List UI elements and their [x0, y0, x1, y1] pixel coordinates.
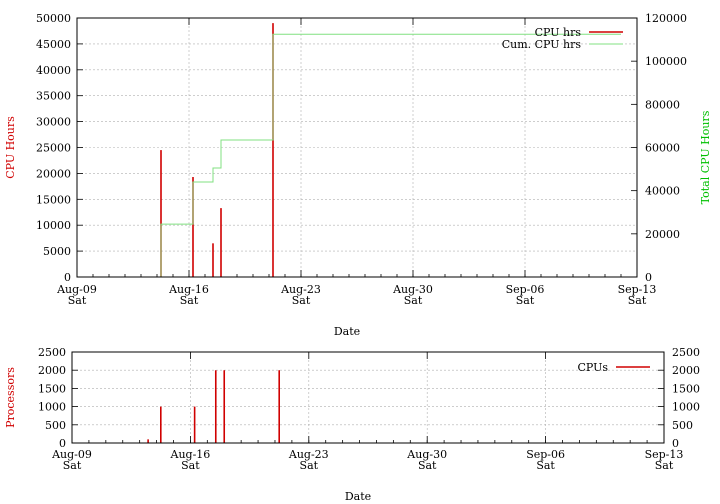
y-tick-label: 0 [64, 271, 71, 284]
x-tick-label: Aug-23 [288, 448, 329, 461]
y-tick-label: 2500 [38, 346, 66, 359]
y2-axis-label: Total CPU Hours [699, 110, 712, 204]
x-tick-day-label: Sat [628, 294, 647, 307]
y2-tick-label: 2000 [672, 364, 700, 377]
y-tick-label: 30000 [36, 116, 71, 129]
y2-tick-label: 120000 [645, 12, 687, 25]
x-tick-label: Aug-16 [170, 448, 211, 461]
y2-tick-label: 2500 [672, 346, 700, 359]
y2-tick-label: 0 [645, 271, 652, 284]
series-1-steps [160, 33, 621, 277]
legend-label-0: CPUs [577, 361, 608, 374]
y2-tick-label: 1000 [672, 401, 700, 414]
x-tick-day-label: Sat [536, 459, 555, 472]
y-tick-label: 20000 [36, 167, 71, 180]
y-tick-label: 15000 [36, 193, 71, 206]
y-tick-label: 10000 [36, 219, 71, 232]
y-axis-label: CPU Hours [4, 116, 17, 179]
x-tick-label: Aug-30 [392, 283, 433, 296]
x-tick-label: Sep-13 [618, 283, 657, 296]
x-tick-label: Sep-06 [526, 448, 565, 461]
y-tick-label: 50000 [36, 12, 71, 25]
y2-tick-label: 60000 [645, 142, 680, 155]
y2-tick-label: 100000 [645, 55, 687, 68]
plot-frame [76, 17, 638, 278]
y-tick-label: 1500 [38, 382, 66, 395]
x-tick-day-label: Sat [292, 294, 311, 307]
y2-tick-label: 40000 [645, 185, 680, 198]
y-tick-label: 500 [45, 419, 66, 432]
legend-label-1: Cum. CPU hrs [502, 38, 582, 51]
x-tick-label: Aug-09 [56, 283, 97, 296]
x-axis-label: Date [345, 490, 371, 503]
x-tick-day-label: Sat [63, 459, 82, 472]
y-tick-label: 1000 [38, 401, 66, 414]
x-tick-day-label: Sat [418, 459, 437, 472]
y2-tick-label: 500 [672, 419, 693, 432]
x-tick-label: Aug-09 [51, 448, 92, 461]
x-tick-day-label: Sat [404, 294, 423, 307]
y-axis-label: Processors [4, 367, 17, 428]
y-tick-label: 25000 [36, 142, 71, 155]
y-tick-label: 35000 [36, 90, 71, 103]
y2-tick-label: 80000 [645, 98, 680, 111]
y2-tick-label: 0 [672, 437, 679, 450]
x-tick-day-label: Sat [180, 294, 199, 307]
y-tick-label: 2000 [38, 364, 66, 377]
x-axis-label: Date [334, 325, 360, 338]
x-tick-day-label: Sat [300, 459, 319, 472]
x-tick-label: Aug-16 [168, 283, 209, 296]
y-tick-label: 5000 [43, 245, 71, 258]
y-tick-label: 45000 [36, 38, 71, 51]
y2-tick-label: 1500 [672, 382, 700, 395]
x-tick-day-label: Sat [68, 294, 87, 307]
y-tick-label: 40000 [36, 64, 71, 77]
x-tick-day-label: Sat [181, 459, 200, 472]
x-tick-day-label: Sat [516, 294, 535, 307]
x-tick-label: Aug-30 [406, 448, 447, 461]
y2-tick-label: 20000 [645, 228, 680, 241]
x-tick-label: Sep-06 [506, 283, 545, 296]
y-tick-label: 0 [59, 437, 66, 450]
plot-frame [71, 351, 665, 444]
legend-label-0: CPU hrs [535, 26, 582, 39]
x-tick-day-label: Sat [655, 459, 674, 472]
x-tick-label: Aug-23 [280, 283, 321, 296]
x-tick-label: Sep-13 [645, 448, 684, 461]
